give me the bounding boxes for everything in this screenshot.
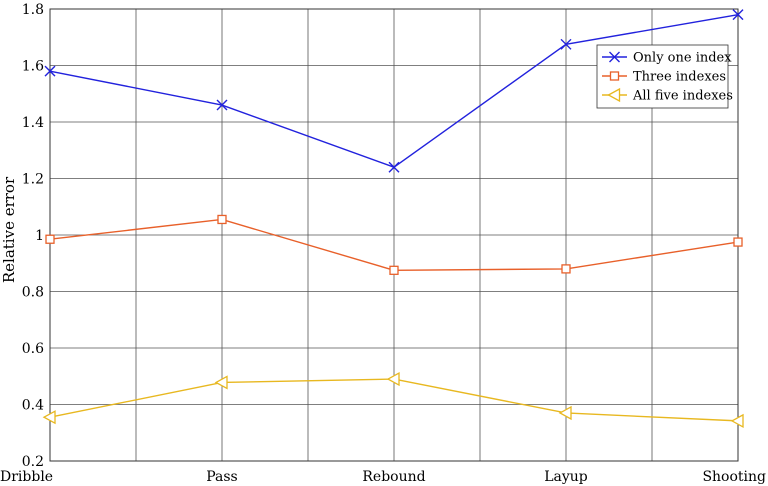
- square-marker: [609, 71, 620, 81]
- legend-item: All five indexes: [602, 87, 733, 104]
- legend-label: Three indexes: [633, 70, 726, 85]
- data-point: [388, 161, 400, 173]
- data-point: [733, 237, 743, 247]
- x-tick-label: Rebound: [362, 469, 425, 485]
- series-3: [42, 371, 744, 428]
- x-tick-label: Pass: [206, 469, 238, 485]
- series-1: [44, 9, 744, 173]
- legend-label: Only one index: [633, 51, 732, 66]
- y-tick-label: 0.2: [22, 454, 44, 470]
- data-point: [44, 65, 56, 77]
- y-axis-ticks: 0.2 0.4 0.6 0.8 1 1.2 1.4 1.6 1.8: [22, 2, 44, 470]
- legend-item: Only one index: [602, 51, 732, 66]
- data-point: [560, 38, 572, 50]
- y-axis-label: Relative error: [0, 176, 18, 283]
- y-tick-label: 1.2: [22, 172, 44, 188]
- x-marker: [609, 51, 620, 63]
- x-tick-label: Layup: [544, 469, 588, 485]
- y-tick-label: 1: [35, 228, 44, 244]
- data-point: [389, 265, 399, 275]
- data-point: [386, 371, 400, 387]
- y-tick-label: 0.8: [22, 285, 44, 301]
- data-point: [558, 405, 572, 421]
- series-group: [42, 9, 744, 428]
- data-point: [45, 234, 55, 244]
- data-point: [561, 264, 571, 274]
- grid: [50, 9, 738, 461]
- data-point: [214, 375, 228, 390]
- data-point: [730, 413, 744, 428]
- x-tick-label: Dribble: [0, 469, 53, 485]
- y-tick-label: 1.6: [22, 59, 44, 75]
- legend-label: All five indexes: [632, 89, 733, 104]
- y-tick-label: 1.8: [22, 2, 44, 18]
- y-tick-label: 0.6: [22, 341, 44, 357]
- series-2: [45, 214, 743, 275]
- data-point: [216, 99, 228, 111]
- data-point: [42, 410, 56, 425]
- legend-item: Three indexes: [602, 70, 726, 85]
- legend: Only one index Three indexes All five inde…: [596, 44, 733, 109]
- data-point: [217, 214, 227, 225]
- x-axis-ticks: Dribble Pass Rebound Layup Shooting: [0, 469, 766, 485]
- triangle-marker: [607, 87, 621, 103]
- x-tick-label: Shooting: [702, 469, 766, 485]
- data-point: [732, 9, 744, 21]
- y-tick-label: 0.4: [22, 398, 44, 414]
- y-tick-label: 1.4: [22, 115, 44, 131]
